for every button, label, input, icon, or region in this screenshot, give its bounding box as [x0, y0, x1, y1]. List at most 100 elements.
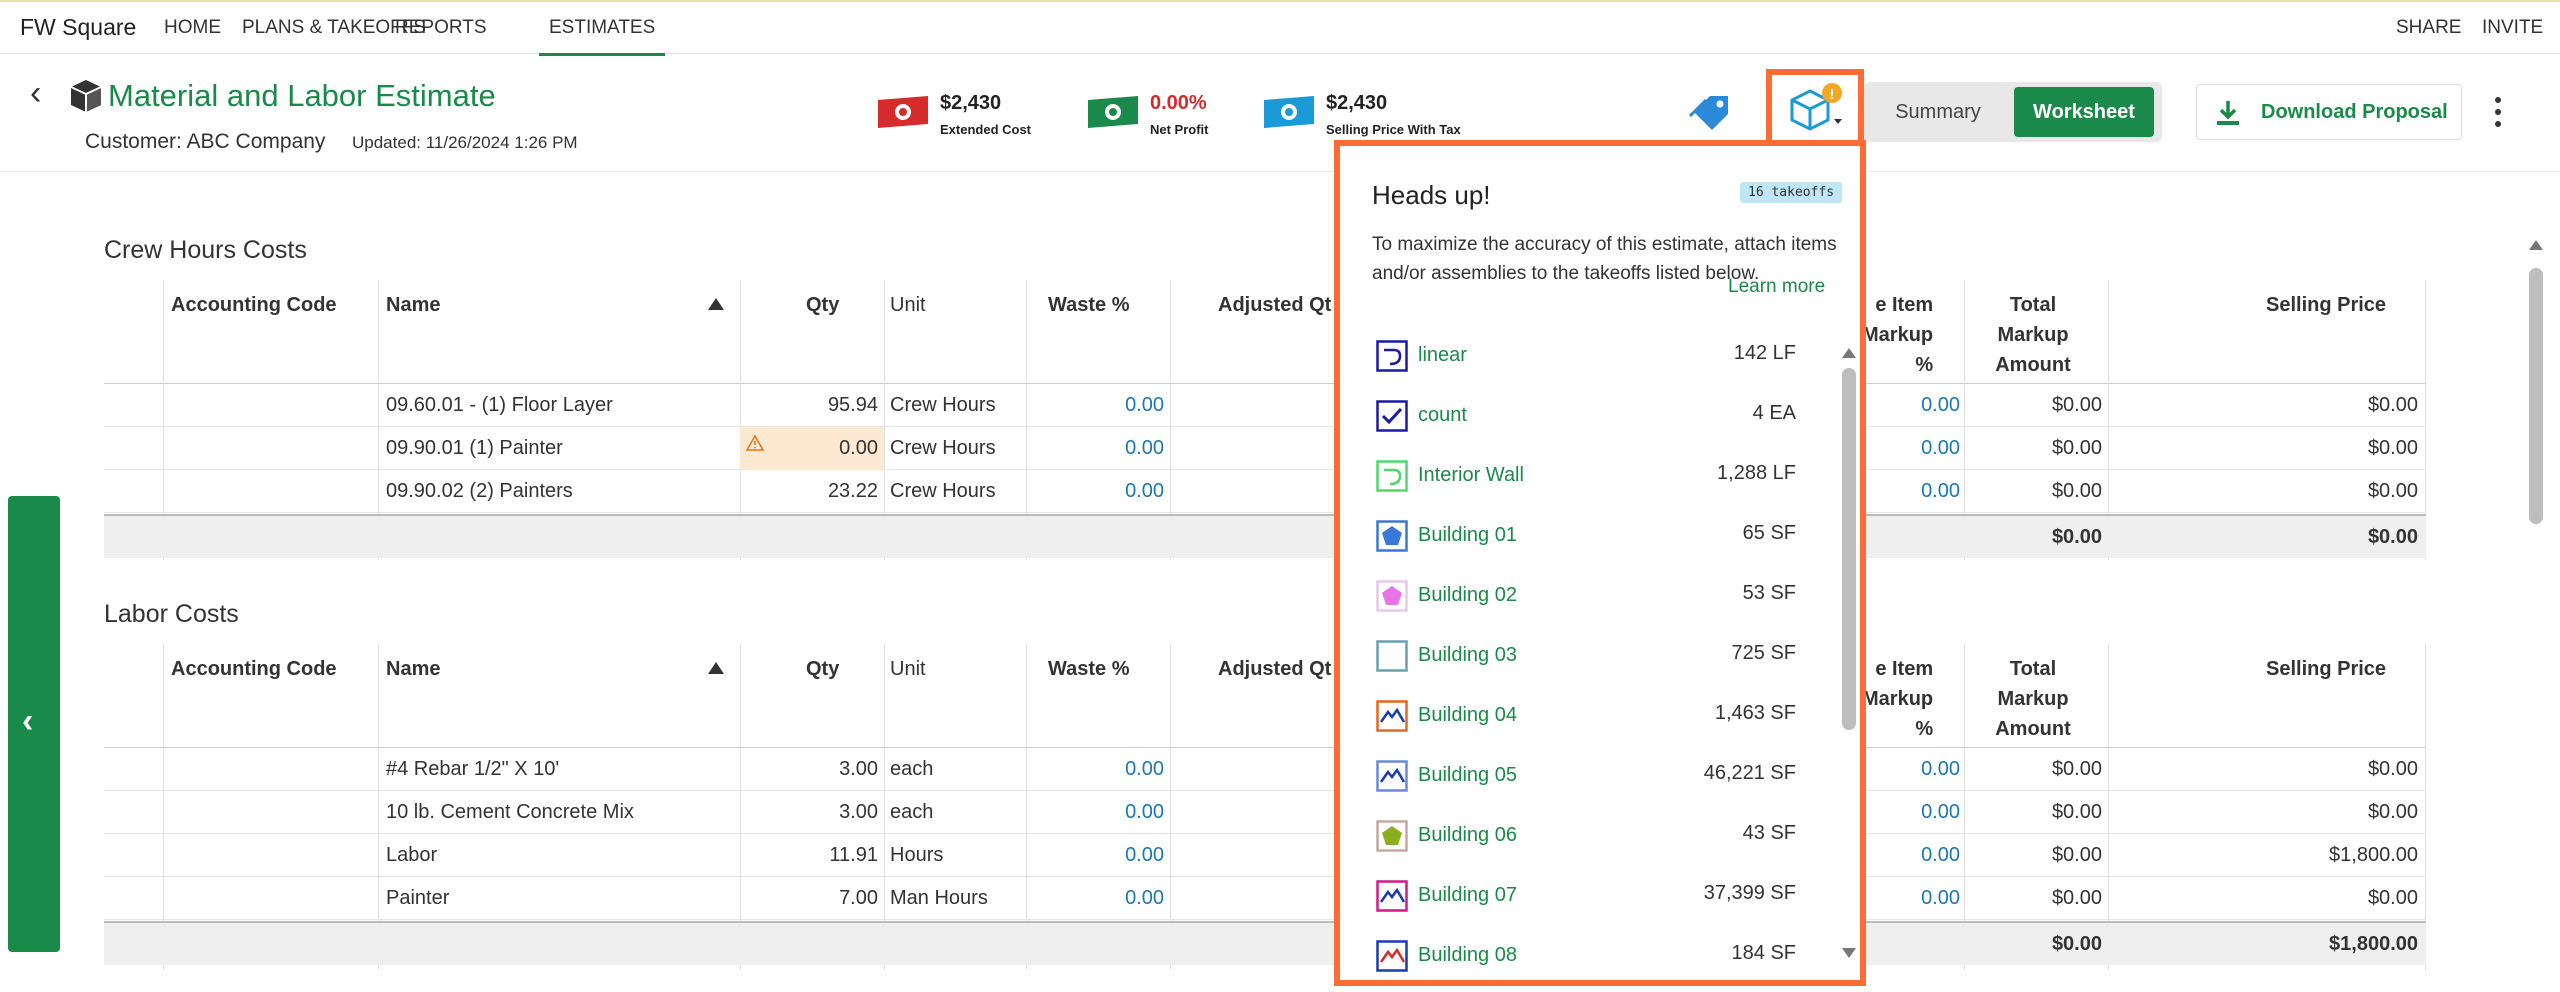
- row-waste[interactable]: 0.00: [1125, 437, 1164, 459]
- roof-icon: [1376, 760, 1408, 792]
- row-qty[interactable]: 7.00: [839, 887, 878, 909]
- scroll-down-icon[interactable]: [1841, 946, 1857, 960]
- selling-price-sum: $1,800.00: [2329, 933, 2418, 955]
- table-row[interactable]: Labor 11.91 Hours 0.00 0.00 $0.00 $1,800…: [104, 834, 2426, 877]
- col-accounting-code[interactable]: Accounting Code: [171, 294, 337, 316]
- square-icon: [1376, 640, 1408, 672]
- col-total-markup[interactable]: Total Markup Amount: [1995, 294, 2071, 376]
- sort-up-icon[interactable]: [708, 298, 724, 310]
- col-unit[interactable]: Unit: [890, 658, 926, 680]
- takeoff-qty: 4 EA: [1752, 402, 1796, 424]
- col-item-markup[interactable]: e Item Markup %: [1862, 658, 1934, 740]
- table-header: Accounting Code Name Qty Unit Waste % Ad…: [104, 644, 2426, 748]
- row-unit: each: [890, 758, 934, 780]
- takeoff-item[interactable]: count 4 EA: [1376, 396, 1796, 436]
- takeoff-item[interactable]: Building 07 37,399 SF: [1376, 876, 1796, 916]
- takeoff-item[interactable]: Building 03 725 SF: [1376, 636, 1796, 676]
- col-qty[interactable]: Qty: [806, 658, 840, 680]
- col-selling-price[interactable]: Selling Price: [2266, 294, 2387, 316]
- takeoff-item[interactable]: linear 142 LF: [1376, 336, 1796, 376]
- row-waste[interactable]: 0.00: [1125, 394, 1164, 416]
- side-panel-toggle[interactable]: ‹: [8, 496, 60, 952]
- col-qty[interactable]: Qty: [806, 294, 840, 316]
- share-link[interactable]: SHARE: [2396, 17, 2462, 38]
- scroll-up-icon[interactable]: [2528, 238, 2544, 252]
- row-qty[interactable]: 3.00: [839, 758, 878, 780]
- nav-home[interactable]: HOME: [164, 17, 221, 38]
- row-name: #4 Rebar 1/2" X 10': [386, 758, 560, 780]
- row-markup[interactable]: 0.00: [1921, 437, 1960, 459]
- table-row[interactable]: 09.60.01 - (1) Floor Layer 95.94 Crew Ho…: [104, 384, 2426, 427]
- nav-plans-takeoffs[interactable]: PLANS & TAKEOFFS: [242, 17, 427, 38]
- col-waste[interactable]: Waste %: [1048, 658, 1130, 680]
- invite-link[interactable]: INVITE: [2482, 17, 2544, 38]
- row-markup[interactable]: 0.00: [1921, 480, 1960, 502]
- summary-toggle[interactable]: Summary: [1895, 101, 1981, 123]
- col-adjusted-qty[interactable]: Adjusted Qt: [1218, 294, 1332, 316]
- takeoff-item[interactable]: Building 05 46,221 SF: [1376, 756, 1796, 796]
- table-row[interactable]: 10 lb. Cement Concrete Mix 3.00 each 0.0…: [104, 791, 2426, 834]
- takeoff-item[interactable]: Building 01 65 SF: [1376, 516, 1796, 556]
- row-waste[interactable]: 0.00: [1125, 844, 1164, 866]
- row-qty[interactable]: 95.94: [827, 394, 878, 416]
- estimate-cube-icon: [70, 80, 102, 112]
- table-row[interactable]: 09.90.01 (1) Painter 0.00 Crew Hours 0.0…: [104, 427, 2426, 470]
- row-qty[interactable]: 11.91: [829, 844, 878, 866]
- row-markup[interactable]: 0.00: [1921, 801, 1960, 823]
- nav-estimates[interactable]: ESTIMATES: [539, 17, 666, 56]
- scroll-thumb[interactable]: [2529, 268, 2543, 524]
- table-row[interactable]: #4 Rebar 1/2" X 10' 3.00 each 0.00 0.00 …: [104, 748, 2426, 791]
- money-blue-icon: [1264, 96, 1314, 128]
- takeoff-item[interactable]: Building 04 1,463 SF: [1376, 696, 1796, 736]
- table-row[interactable]: 09.90.02 (2) Painters 23.22 Crew Hours 0…: [104, 470, 2426, 513]
- row-markup[interactable]: 0.00: [1921, 394, 1960, 416]
- tags-icon[interactable]: [1688, 90, 1734, 136]
- back-arrow-icon[interactable]: ‹: [30, 74, 42, 112]
- col-waste[interactable]: Waste %: [1048, 294, 1130, 316]
- col-name[interactable]: Name: [386, 658, 441, 680]
- row-waste[interactable]: 0.00: [1125, 887, 1164, 909]
- col-divider: [1170, 644, 1171, 970]
- table-row[interactable]: Painter 7.00 Man Hours 0.00 0.00 $0.00 $…: [104, 877, 2426, 920]
- col-adjusted-qty[interactable]: Adjusted Qt: [1218, 658, 1332, 680]
- takeoffs-warning-button[interactable]: !: [1766, 69, 1864, 151]
- row-waste[interactable]: 0.00: [1125, 480, 1164, 502]
- takeoff-item[interactable]: Building 02 53 SF: [1376, 576, 1796, 616]
- money-green-icon: [1088, 96, 1138, 128]
- nav-reports[interactable]: REPORTS: [395, 17, 487, 38]
- worksheet-toggle[interactable]: Worksheet: [2014, 87, 2154, 137]
- brand-name[interactable]: FW Square: [20, 14, 137, 40]
- col-accounting-code[interactable]: Accounting Code: [171, 658, 337, 680]
- row-markup[interactable]: 0.00: [1921, 758, 1960, 780]
- col-name[interactable]: Name: [386, 294, 441, 316]
- takeoff-item[interactable]: Building 06 43 SF: [1376, 816, 1796, 856]
- learn-more-link[interactable]: Learn more: [1728, 276, 1826, 297]
- scroll-up-icon[interactable]: [1841, 346, 1857, 360]
- row-markup[interactable]: 0.00: [1921, 844, 1960, 866]
- download-icon: [2217, 101, 2239, 125]
- main-scrollbar[interactable]: [2524, 236, 2548, 976]
- sort-up-icon[interactable]: [708, 662, 724, 674]
- row-total-markup: $0.00: [2051, 394, 2102, 416]
- more-options-icon[interactable]: [2488, 90, 2508, 134]
- row-qty[interactable]: 0.00: [839, 437, 878, 459]
- col-total-markup[interactable]: Total Markup Amount: [1995, 658, 2071, 740]
- row-waste[interactable]: 0.00: [1125, 758, 1164, 780]
- col-divider: [1964, 644, 1965, 970]
- row-qty[interactable]: 3.00: [839, 801, 878, 823]
- takeoff-qty: 43 SF: [1742, 822, 1796, 844]
- takeoff-item[interactable]: Interior Wall 1,288 LF: [1376, 456, 1796, 496]
- col-selling-price[interactable]: Selling Price: [2266, 658, 2387, 680]
- row-total-markup: $0.00: [2051, 844, 2102, 866]
- row-markup[interactable]: 0.00: [1921, 887, 1960, 909]
- download-proposal-button[interactable]: Download Proposal: [2196, 84, 2462, 140]
- takeoff-qty: 142 LF: [1733, 342, 1796, 364]
- takeoff-item[interactable]: Building 08 184 SF: [1376, 936, 1796, 972]
- col-divider: [2108, 280, 2109, 560]
- row-waste[interactable]: 0.00: [1125, 801, 1164, 823]
- row-qty[interactable]: 23.22: [827, 480, 878, 502]
- popup-scroll-thumb[interactable]: [1842, 368, 1856, 730]
- popup-scrollbar[interactable]: [1838, 346, 1860, 960]
- col-item-markup[interactable]: e Item Markup %: [1862, 294, 1934, 376]
- col-unit[interactable]: Unit: [890, 294, 926, 316]
